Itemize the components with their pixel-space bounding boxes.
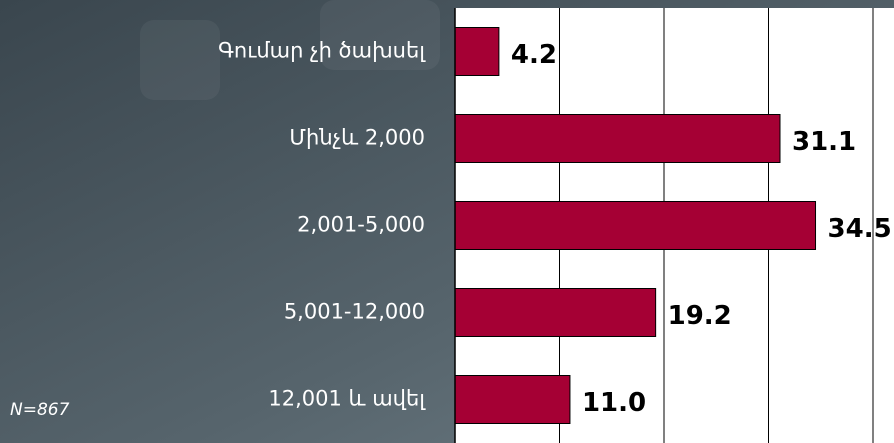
value-label: 34.5 — [828, 214, 892, 244]
category-label: Գումար չի ծախսել — [218, 39, 426, 63]
bar — [454, 288, 657, 337]
bar — [454, 114, 781, 163]
category-label: 12,001 և ավել — [268, 387, 426, 411]
category-label: 5,001-12,000 — [284, 300, 425, 324]
value-label: 11.0 — [582, 388, 646, 418]
decoration — [320, 0, 440, 70]
bar — [454, 201, 817, 250]
value-label: 31.1 — [792, 127, 856, 157]
annotation: N=867 — [10, 400, 70, 420]
bar — [454, 375, 571, 424]
value-label: 4.2 — [511, 40, 557, 70]
decoration — [140, 20, 220, 100]
bar — [454, 27, 500, 76]
category-label: 2,001-5,000 — [297, 213, 425, 237]
value-label: 19.2 — [668, 301, 732, 331]
category-label: Մինչև 2,000 — [289, 126, 425, 150]
